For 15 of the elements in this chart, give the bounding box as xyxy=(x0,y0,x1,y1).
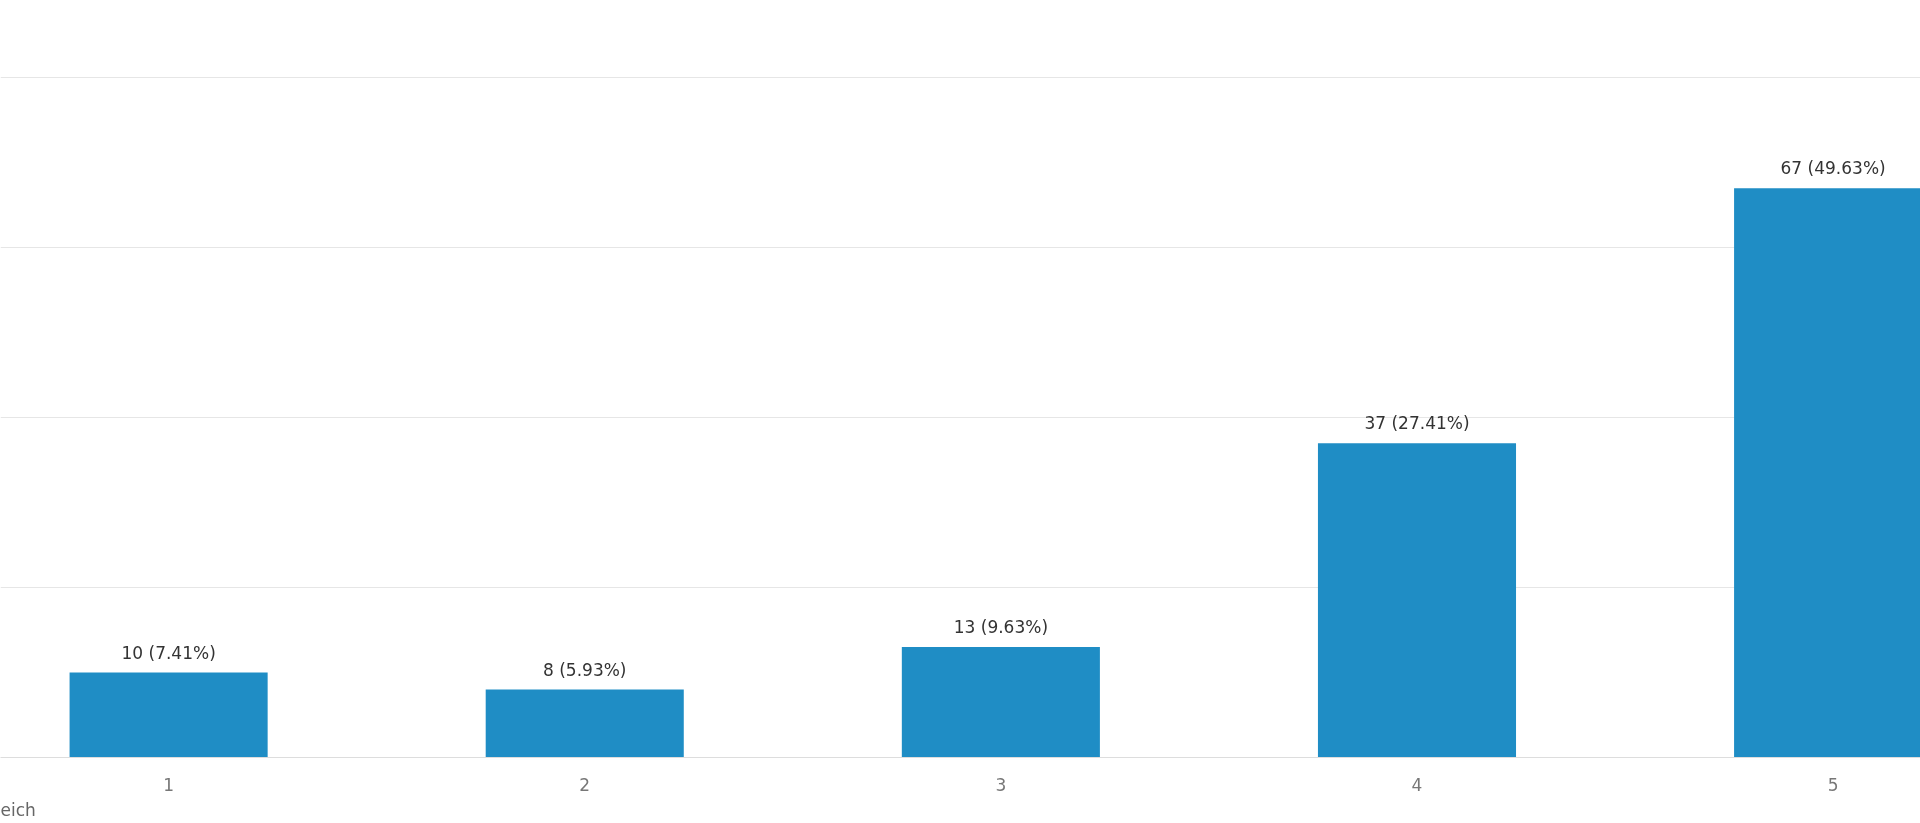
data-label: 13 (9.63%) xyxy=(953,617,1049,638)
x-tick-label: 4 xyxy=(1411,774,1423,795)
bar xyxy=(1317,443,1517,758)
x-tick-label: 1 xyxy=(163,774,175,795)
data-label: 67 (49.63%) xyxy=(1780,158,1886,179)
bar xyxy=(901,647,1100,758)
bar xyxy=(69,672,268,758)
text: eich xyxy=(0,799,36,820)
x-tick-label: 3 xyxy=(995,774,1007,795)
data-label: 37 (27.41%) xyxy=(1364,413,1470,434)
x-tick-label: 2 xyxy=(579,774,591,795)
bar xyxy=(485,689,684,758)
data-label: 10 (7.41%) xyxy=(121,642,216,663)
data-label: 8 (5.93%) xyxy=(542,659,627,680)
x-tick-label: 5 xyxy=(1827,774,1839,795)
